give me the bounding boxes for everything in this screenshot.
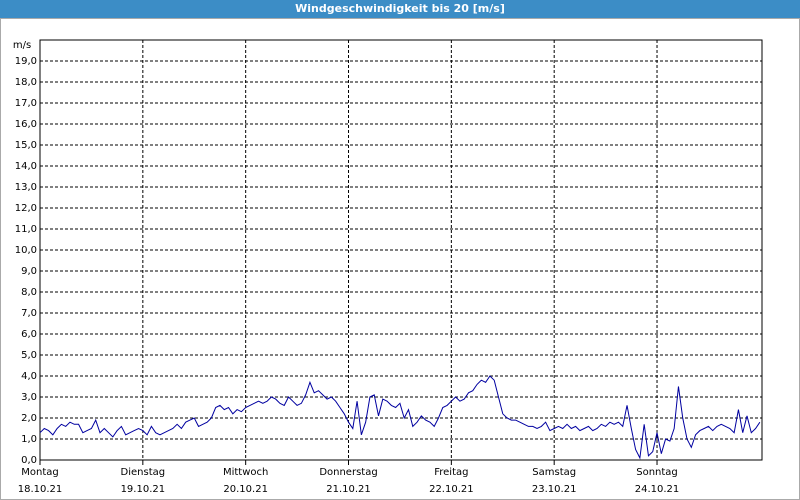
x-tick-label: Montag: [21, 467, 58, 478]
y-tick-label: 11,0: [15, 224, 37, 235]
x-tick-label: Freitag: [434, 467, 468, 478]
x-tick-date: 22.10.21: [429, 484, 474, 495]
chart: m/s 0,0 1,0 2,0 3,0 4,0 5,0 6,0 7,0 8,0 9,0 10,0 11…: [0, 18, 800, 500]
y-tick-label: 14,0: [15, 161, 37, 172]
x-tick-label: Dienstag: [121, 467, 166, 478]
y-tick-label: 15,0: [15, 140, 37, 151]
y-axis-label: m/s: [13, 40, 31, 51]
y-tick-label: 7,0: [21, 308, 37, 319]
y-tick-label: 5,0: [21, 350, 37, 361]
y-tick-label: 18,0: [15, 77, 37, 88]
y-tick-label: 2,0: [21, 413, 37, 424]
x-tick-label: Samstag: [532, 467, 576, 478]
x-tick-date: 23.10.21: [532, 484, 577, 495]
x-tick-label: Donnerstag: [319, 467, 377, 478]
y-tick-label: 19,0: [15, 56, 37, 67]
x-tick-label: Mittwoch: [223, 467, 268, 478]
x-tick-date: 20.10.21: [223, 484, 268, 495]
title-bar: Windgeschwindigkeit bis 20 [m/s]: [0, 0, 800, 18]
y-tick-label: 9,0: [21, 266, 37, 277]
plot-border: [39, 39, 763, 461]
x-tick-date: 24.10.21: [635, 484, 680, 495]
y-tick-label: 3,0: [21, 392, 37, 403]
x-tick-date: 18.10.21: [18, 484, 63, 495]
y-tick-label: 0,0: [21, 455, 37, 466]
x-tick-date: 21.10.21: [326, 484, 371, 495]
y-tick-label: 17,0: [15, 98, 37, 109]
y-tick-label: 1,0: [21, 434, 37, 445]
y-tick-label: 6,0: [21, 329, 37, 340]
x-tick-date: 19.10.21: [121, 484, 166, 495]
y-tick-label: 10,0: [15, 245, 37, 256]
y-tick-label: 8,0: [21, 287, 37, 298]
y-tick-label: 16,0: [15, 119, 37, 130]
x-tick-label: Sonntag: [636, 467, 678, 478]
y-tick-label: 12,0: [15, 203, 37, 214]
y-tick-label: 13,0: [15, 182, 37, 193]
wind-line: [39, 375, 761, 460]
y-tick-label: 4,0: [21, 371, 37, 382]
